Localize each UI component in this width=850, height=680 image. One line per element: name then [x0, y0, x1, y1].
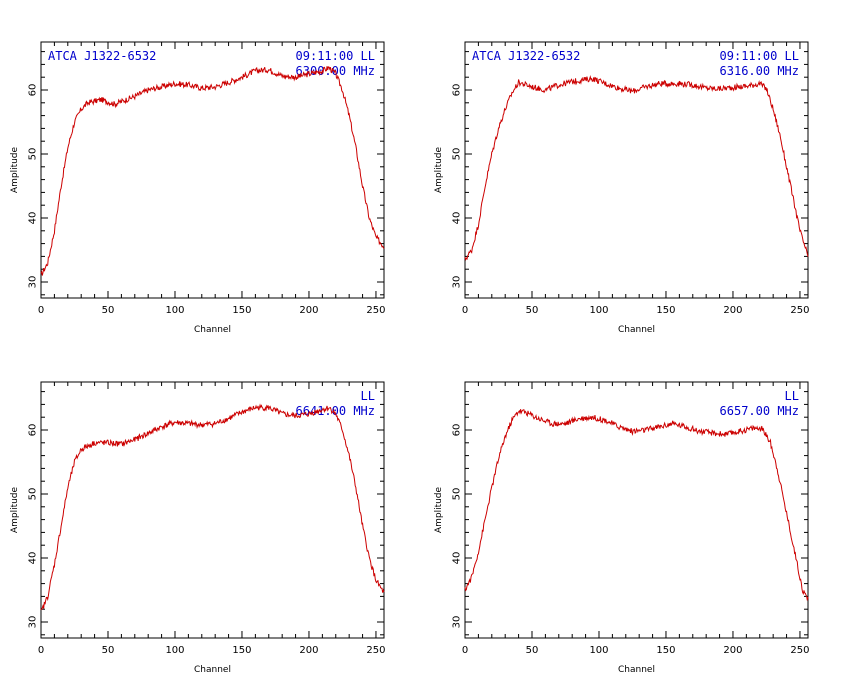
plot-panel-1: 0 50 100 150 200 250 30 40 50 60 Channel Amplitude A… [10, 41, 386, 335]
x-tick-label: 100 [165, 645, 184, 656]
amplitude-series-line [464, 409, 809, 601]
source-annotation: ATCA J1322-6532 [48, 49, 156, 63]
y-tick-label: 50 [28, 488, 39, 501]
x-axis-label: Channel [194, 665, 231, 675]
amplitude-series-line [40, 66, 385, 276]
x-tick-label: 250 [790, 305, 809, 316]
x-tick-label: 250 [366, 645, 385, 656]
frequency-annotation: 6316.00 MHz [720, 64, 799, 78]
plot-frame [40, 381, 385, 639]
amplitude-series-line [464, 75, 809, 261]
x-tick-label: 150 [232, 305, 251, 316]
x-tick-label: 200 [299, 305, 318, 316]
x-tick-label: 250 [366, 305, 385, 316]
frequency-annotation: 6641.00 MHz [296, 404, 375, 418]
x-tick-label: 200 [723, 305, 742, 316]
x-tick-label: 50 [526, 645, 539, 656]
x-axis-label: Channel [194, 325, 231, 335]
plot-panel-2: 0 50 100 150 200 250 30 40 50 60 Channel Amplitude A… [434, 41, 810, 335]
y-axis-label: Amplitude [434, 486, 444, 533]
plot-frame [40, 41, 385, 299]
y-tick-label: 60 [28, 84, 39, 97]
time-pol-annotation: LL [361, 389, 375, 403]
time-pol-annotation: 09:11:00 LL [296, 49, 375, 63]
time-pol-annotation: LL [785, 389, 799, 403]
y-tick-label: 50 [452, 148, 463, 161]
x-tick-label: 0 [462, 305, 468, 316]
x-axis-label: Channel [618, 325, 655, 335]
x-tick-label: 150 [656, 645, 675, 656]
x-tick-label: 100 [165, 305, 184, 316]
y-tick-label: 30 [452, 616, 463, 629]
x-tick-label: 0 [462, 645, 468, 656]
source-annotation: ATCA J1322-6532 [472, 49, 580, 63]
y-tick-label: 50 [452, 488, 463, 501]
x-tick-label: 150 [656, 305, 675, 316]
y-tick-label: 40 [452, 552, 463, 565]
x-tick-label: 0 [38, 305, 44, 316]
x-tick-label: 0 [38, 645, 44, 656]
x-tick-label: 200 [723, 645, 742, 656]
x-tick-label: 50 [102, 645, 115, 656]
plot-frame [464, 381, 809, 639]
y-tick-label: 40 [452, 212, 463, 225]
plot-frame [464, 41, 809, 299]
amplitude-series-line [40, 403, 385, 611]
y-axis-label: Amplitude [10, 486, 20, 533]
y-tick-label: 60 [452, 424, 463, 437]
y-tick-label: 60 [452, 84, 463, 97]
y-tick-label: 40 [28, 212, 39, 225]
time-pol-annotation: 09:11:00 LL [720, 49, 799, 63]
x-tick-label: 50 [526, 305, 539, 316]
y-axis-label: Amplitude [10, 146, 20, 193]
plot-panel-4: 0 50 100 150 200 250 30 40 50 60 Channel Amplitude L… [434, 381, 810, 675]
y-tick-label: 30 [28, 276, 39, 289]
x-tick-label: 150 [232, 645, 251, 656]
y-tick-label: 60 [28, 424, 39, 437]
x-tick-label: 50 [102, 305, 115, 316]
y-tick-label: 30 [28, 616, 39, 629]
x-tick-label: 200 [299, 645, 318, 656]
y-tick-label: 30 [452, 276, 463, 289]
plot-panel-3: 0 50 100 150 200 250 30 40 50 60 Channel Amplitude L… [10, 381, 386, 675]
x-tick-label: 100 [589, 645, 608, 656]
y-axis-label: Amplitude [434, 146, 444, 193]
y-tick-label: 40 [28, 552, 39, 565]
x-axis-label: Channel [618, 665, 655, 675]
x-tick-label: 250 [790, 645, 809, 656]
x-tick-label: 100 [589, 305, 608, 316]
y-tick-label: 50 [28, 148, 39, 161]
frequency-annotation: 6657.00 MHz [720, 404, 799, 418]
